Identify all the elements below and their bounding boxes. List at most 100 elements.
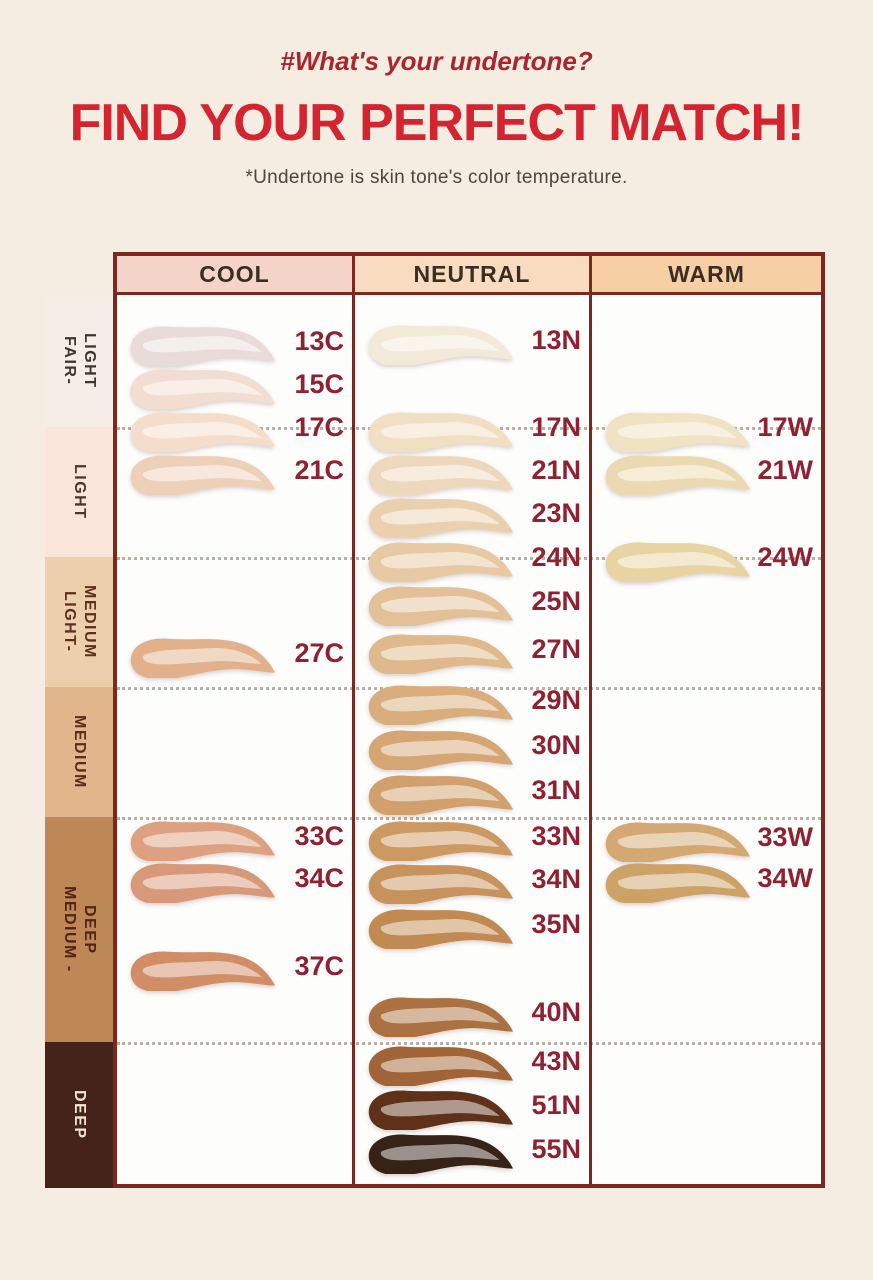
shade-swatch-33n: 33N: [361, 810, 581, 862]
hashtag-line: #What's your undertone?: [280, 46, 593, 76]
shade-swatch-13c: 13C: [123, 315, 344, 367]
shade-swatch-33w: 33W: [598, 811, 813, 863]
shade-swatch-21w: 21W: [598, 444, 813, 496]
shade-swatch-17w: 17W: [598, 401, 813, 453]
column-divider: [589, 295, 592, 1184]
subtitle: *Undertone is skin tone's color temperat…: [245, 167, 628, 188]
swatch-smear-icon: [123, 629, 279, 678]
swatch-smear-icon: [361, 625, 517, 674]
shade-label: 15C: [294, 368, 344, 399]
shade-swatch-30n: 30N: [361, 719, 581, 771]
swatch-smear-icon: [598, 533, 754, 582]
shade-label: 30N: [531, 729, 581, 760]
shade-label: 13C: [294, 325, 344, 356]
shade-label: 31N: [531, 774, 581, 805]
shade-label: 24W: [757, 541, 813, 572]
row-label-text: FAIR- LIGHT: [61, 333, 98, 389]
swatch-smear-icon: [123, 942, 279, 991]
shade-swatch-23n: 23N: [361, 487, 581, 539]
row-label-medium: MEDIUM: [45, 687, 113, 817]
swatch-smear-icon: [361, 988, 517, 1037]
shade-label: 27N: [531, 633, 581, 664]
row-label-medium-deep: MEDIUM - DEEP: [45, 817, 113, 1042]
shade-swatch-35n: 35N: [361, 898, 581, 950]
shade-swatch-33c: 33C: [123, 810, 344, 862]
swatch-smear-icon: [598, 813, 754, 862]
shade-label: 29N: [531, 684, 581, 715]
swatch-smear-icon: [123, 812, 279, 861]
shade-label: 51N: [531, 1089, 581, 1120]
swatch-smear-icon: [598, 854, 754, 903]
shade-swatch-24n: 24N: [361, 531, 581, 583]
column-warm: 17W 21W 24W 33W 34W: [592, 295, 821, 1184]
swatch-smear-icon: [361, 855, 517, 904]
page-title: FIND YOUR PERFECT MATCH!: [69, 94, 805, 152]
swatch-smear-icon: [361, 676, 517, 725]
shade-label: 34W: [757, 862, 813, 893]
shade-label: 27C: [294, 637, 344, 668]
shade-swatch-34n: 34N: [361, 853, 581, 905]
row-label-text: LIGHT- MEDIUM: [61, 585, 98, 659]
column-header-warm: WARM: [592, 256, 821, 295]
swatch-smear-icon: [361, 489, 517, 538]
swatch-smear-icon: [361, 577, 517, 626]
shade-label: 17W: [757, 411, 813, 442]
swatch-smear-icon: [361, 1125, 517, 1174]
shade-swatch-24w: 24W: [598, 531, 813, 583]
shade-label: 33C: [294, 820, 344, 851]
row-divider-dotted: [117, 1042, 821, 1045]
shade-swatch-43n: 43N: [361, 1035, 581, 1087]
shade-swatch-21c: 21C: [123, 444, 344, 496]
swatch-smear-icon: [361, 403, 517, 452]
shade-swatch-15c: 15C: [123, 358, 344, 410]
column-header-cool: COOL: [117, 256, 355, 295]
shade-swatch-55n: 55N: [361, 1123, 581, 1175]
row-label-text: MEDIUM: [71, 715, 88, 789]
shade-label: 13N: [531, 324, 581, 355]
shade-label: 24N: [531, 541, 581, 572]
shade-label: 21C: [294, 454, 344, 485]
shade-swatch-13n: 13N: [361, 314, 581, 366]
swatch-smear-icon: [361, 812, 517, 861]
row-label-deep: DEEP: [45, 1042, 113, 1188]
shade-swatch-51n: 51N: [361, 1079, 581, 1131]
swatch-smear-icon: [361, 900, 517, 949]
shade-label: 33N: [531, 820, 581, 851]
swatch-smear-icon: [123, 317, 279, 366]
swatch-smear-icon: [598, 446, 754, 495]
shade-swatch-40n: 40N: [361, 986, 581, 1038]
poster-header: #What's your undertone? FIND YOUR PERFEC…: [0, 0, 873, 189]
table-header-row: COOL NEUTRAL WARM: [117, 256, 821, 295]
row-label-light: LIGHT: [45, 427, 113, 557]
shade-swatch-25n: 25N: [361, 575, 581, 627]
swatch-smear-icon: [123, 360, 279, 409]
shade-swatch-34c: 34C: [123, 852, 344, 904]
swatch-smear-icon: [361, 1037, 517, 1086]
shade-label: 17N: [531, 411, 581, 442]
shade-swatch-37c: 37C: [123, 940, 344, 992]
row-label-light-medium: LIGHT- MEDIUM: [45, 557, 113, 687]
swatch-smear-icon: [123, 446, 279, 495]
shade-label: 40N: [531, 996, 581, 1027]
column-header-neutral: NEUTRAL: [355, 256, 592, 295]
shade-label: 33W: [757, 821, 813, 852]
shade-label: 34C: [294, 862, 344, 893]
swatch-smear-icon: [361, 316, 517, 365]
shade-label: 37C: [294, 950, 344, 981]
undertone-table: COOL NEUTRAL WARM 13C 15C 17C 21C 27C 33C 34C 3…: [113, 252, 825, 1188]
shade-swatch-29n: 29N: [361, 674, 581, 726]
shade-label: 21N: [531, 454, 581, 485]
shade-swatch-27c: 27C: [123, 627, 344, 679]
shade-label: 25N: [531, 585, 581, 616]
shade-swatch-21n: 21N: [361, 444, 581, 496]
row-label-text: MEDIUM - DEEP: [61, 886, 98, 973]
shade-swatch-34w: 34W: [598, 852, 813, 904]
swatch-smear-icon: [361, 766, 517, 815]
swatch-smear-icon: [123, 854, 279, 903]
shade-label: 34N: [531, 863, 581, 894]
row-label-fair-light: FAIR- LIGHT: [45, 295, 113, 427]
shade-swatch-31n: 31N: [361, 764, 581, 816]
shade-label: 17C: [294, 411, 344, 442]
shade-label: 35N: [531, 908, 581, 939]
shade-label: 21W: [757, 454, 813, 485]
